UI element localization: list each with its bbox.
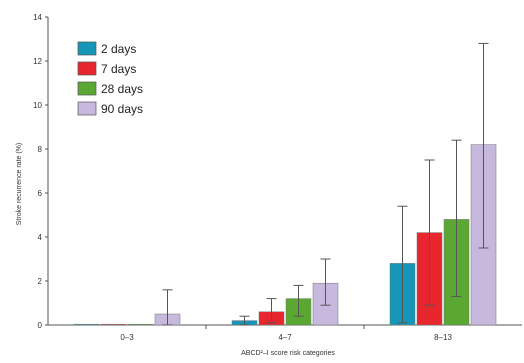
y-tick-label: 8 [38, 145, 43, 154]
legend-swatch [77, 101, 97, 116]
y-tick-label: 14 [33, 13, 42, 22]
y-tick-label: 10 [33, 101, 42, 110]
legend-swatch [77, 41, 97, 56]
y-axis-label: Stroke recurrence rate (%) [16, 143, 23, 225]
y-tick-label: 6 [38, 189, 43, 198]
legend: 2 days 7 days 28 days 90 days [77, 41, 143, 116]
legend-label: 2 days [101, 42, 136, 56]
legend-label: 90 days [101, 102, 143, 116]
legend-label: 28 days [101, 82, 143, 96]
y-tick-label: 0 [38, 321, 43, 330]
error-bars [162, 42, 489, 326]
x-tick-label: 0–3 [120, 333, 134, 342]
legend-label: 7 days [101, 62, 136, 76]
bar [127, 323, 154, 326]
bars [73, 144, 497, 326]
y-tick-label: 12 [33, 57, 42, 66]
x-tick-label: 4–7 [278, 333, 292, 342]
x-axis-label: ABCD²–I score risk categories [241, 350, 335, 357]
bar [73, 323, 100, 326]
y-tick-label: 2 [38, 277, 43, 286]
y-tick-label: 4 [38, 233, 43, 242]
x-tick-label: 8–13 [434, 333, 452, 342]
axes: 0 2 4 6 8 10 12 14 0–3 4–7 8–13 [33, 13, 522, 342]
legend-swatch [77, 81, 97, 96]
legend-swatch [77, 61, 97, 76]
bar [100, 323, 127, 326]
